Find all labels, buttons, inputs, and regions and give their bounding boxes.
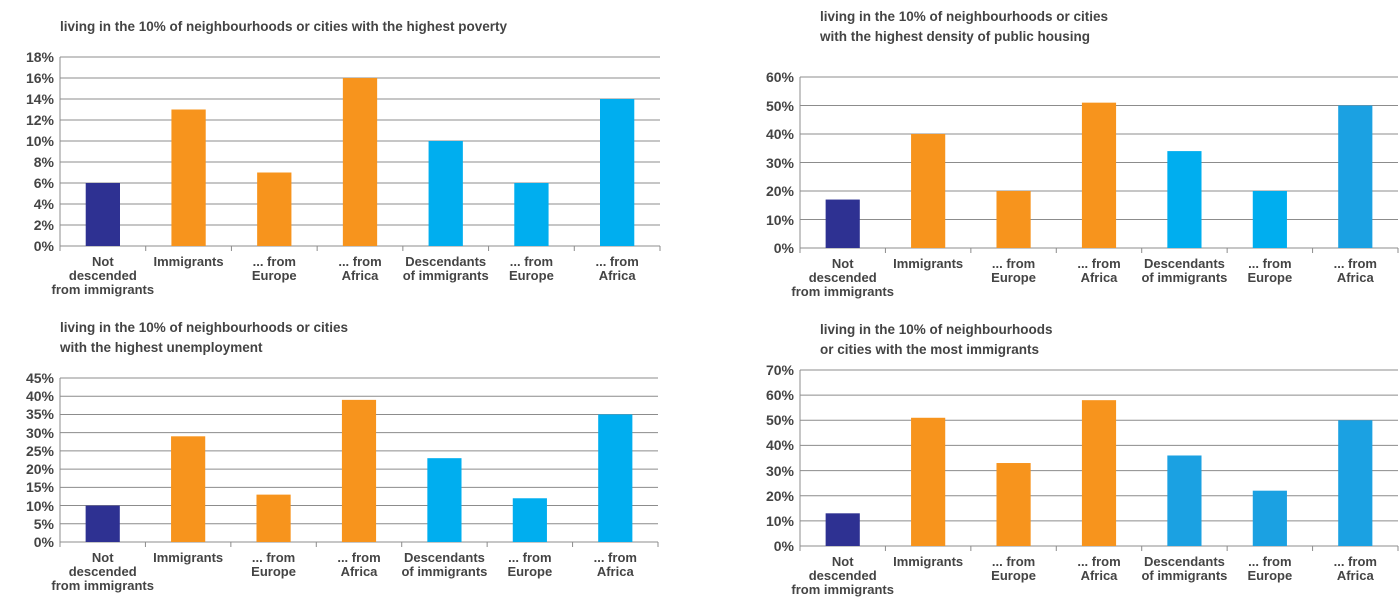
y-tick-label: 45% [25,370,54,386]
y-tick-label: 40% [765,126,794,142]
y-tick-label: 5% [33,515,54,532]
x-tick-label: ... from Europe [251,254,297,283]
x-tick-label: Descendants of immigrants [1141,256,1228,285]
x-tick-label: ... from Europe [509,254,554,283]
x-tick-label: ... from Europe [991,554,1036,583]
x-tick-label: Not descended from immigrants [51,254,155,297]
y-tick-label: 50% [765,412,794,429]
y-tick-label: 30% [25,424,54,441]
y-tick-label: 14% [25,91,54,107]
y-tick-label: 10% [25,497,54,514]
chart-title: living in the 10% of neighbourhoods or c… [60,320,349,355]
y-tick-label: 40% [25,388,54,405]
bar [600,99,635,246]
chart-title: living in the 10% of neighbourhoods or c… [820,9,1109,44]
bar [996,191,1031,248]
bar [341,399,377,542]
y-tick-label: 20% [765,487,794,504]
chart-title: living in the 10% of neighbourhoods or c… [60,19,508,34]
y-tick-label: 6% [33,175,54,191]
bar [1081,102,1117,249]
bar [1252,191,1287,248]
y-tick-label: 8% [33,154,54,170]
y-tick-label: 0% [773,240,794,256]
y-tick-label: 0% [773,538,794,554]
x-tick-label: Descendants of immigrants [402,254,489,283]
bar [1167,151,1202,248]
y-tick-label: 30% [765,462,794,479]
bar [342,78,378,246]
bar [257,172,292,246]
bar [85,183,120,246]
bar [1081,400,1117,546]
x-tick-label: ... from Africa [1077,554,1121,583]
y-tick-label: 4% [33,196,54,212]
y-tick-label: 0% [33,238,54,254]
x-tick-label: ... from Africa [1077,256,1121,285]
bar [1167,455,1202,546]
y-tick-label: 15% [25,479,54,496]
y-tick-label: 10% [765,512,794,529]
x-tick-label: Immigrants [153,254,224,269]
bar [427,458,462,542]
bar [256,494,291,542]
bar [825,513,860,546]
x-tick-label: ... from Africa [595,254,639,283]
bar [85,505,120,542]
x-tick-label: ... from Africa [1333,256,1377,285]
x-tick-label: Immigrants [893,256,964,271]
x-tick-label: Not descended from immigrants [791,554,894,597]
y-tick-label: 0% [33,534,54,550]
x-tick-label: ... from Africa [338,254,382,283]
chart-title: living in the 10% of neighbourhoods or c… [820,322,1053,357]
bar [428,141,463,246]
x-tick-label: Not descended from immigrants [51,550,154,593]
y-tick-label: 16% [25,70,54,86]
bar [1252,490,1287,546]
bar [825,199,860,248]
x-tick-label: Descendants of immigrants [401,550,488,579]
bar [512,498,547,542]
y-tick-label: 12% [25,112,54,128]
bar [171,109,206,246]
x-tick-label: ... from Europe [507,550,553,579]
y-tick-label: 2% [33,217,54,233]
y-tick-label: 10% [25,133,54,149]
y-tick-label: 60% [765,69,794,85]
y-tick-label: 60% [765,387,794,404]
y-tick-label: 30% [765,154,794,171]
y-tick-label: 70% [765,362,794,378]
x-tick-label: ... from Europe [1247,256,1293,285]
x-tick-label: ... from Africa [1333,554,1377,583]
x-tick-label: ... from Europe [1247,554,1293,583]
x-tick-label: Immigrants [153,550,224,565]
x-tick-label: ... from Africa [593,550,637,579]
x-tick-label: ... from Europe [251,550,296,579]
y-tick-label: 35% [25,406,54,423]
bar [996,463,1031,546]
y-tick-label: 40% [765,437,794,454]
y-tick-label: 20% [765,183,794,199]
x-tick-label: ... from Africa [337,550,381,579]
bar [1338,105,1373,248]
y-tick-label: 25% [25,442,54,459]
x-tick-label: Descendants of immigrants [1141,554,1228,583]
x-tick-label: Not descended from immigrants [791,256,894,299]
bar [514,183,549,246]
y-tick-label: 18% [25,49,54,65]
bar [911,134,946,248]
y-tick-label: 20% [25,461,54,478]
y-tick-label: 50% [765,97,794,114]
y-tick-label: 10% [765,211,794,228]
bar [1338,420,1373,546]
bar [598,414,633,542]
x-tick-label: ... from Europe [991,256,1036,285]
x-tick-label: Immigrants [893,554,964,569]
bar [171,436,206,542]
bar [911,417,946,546]
